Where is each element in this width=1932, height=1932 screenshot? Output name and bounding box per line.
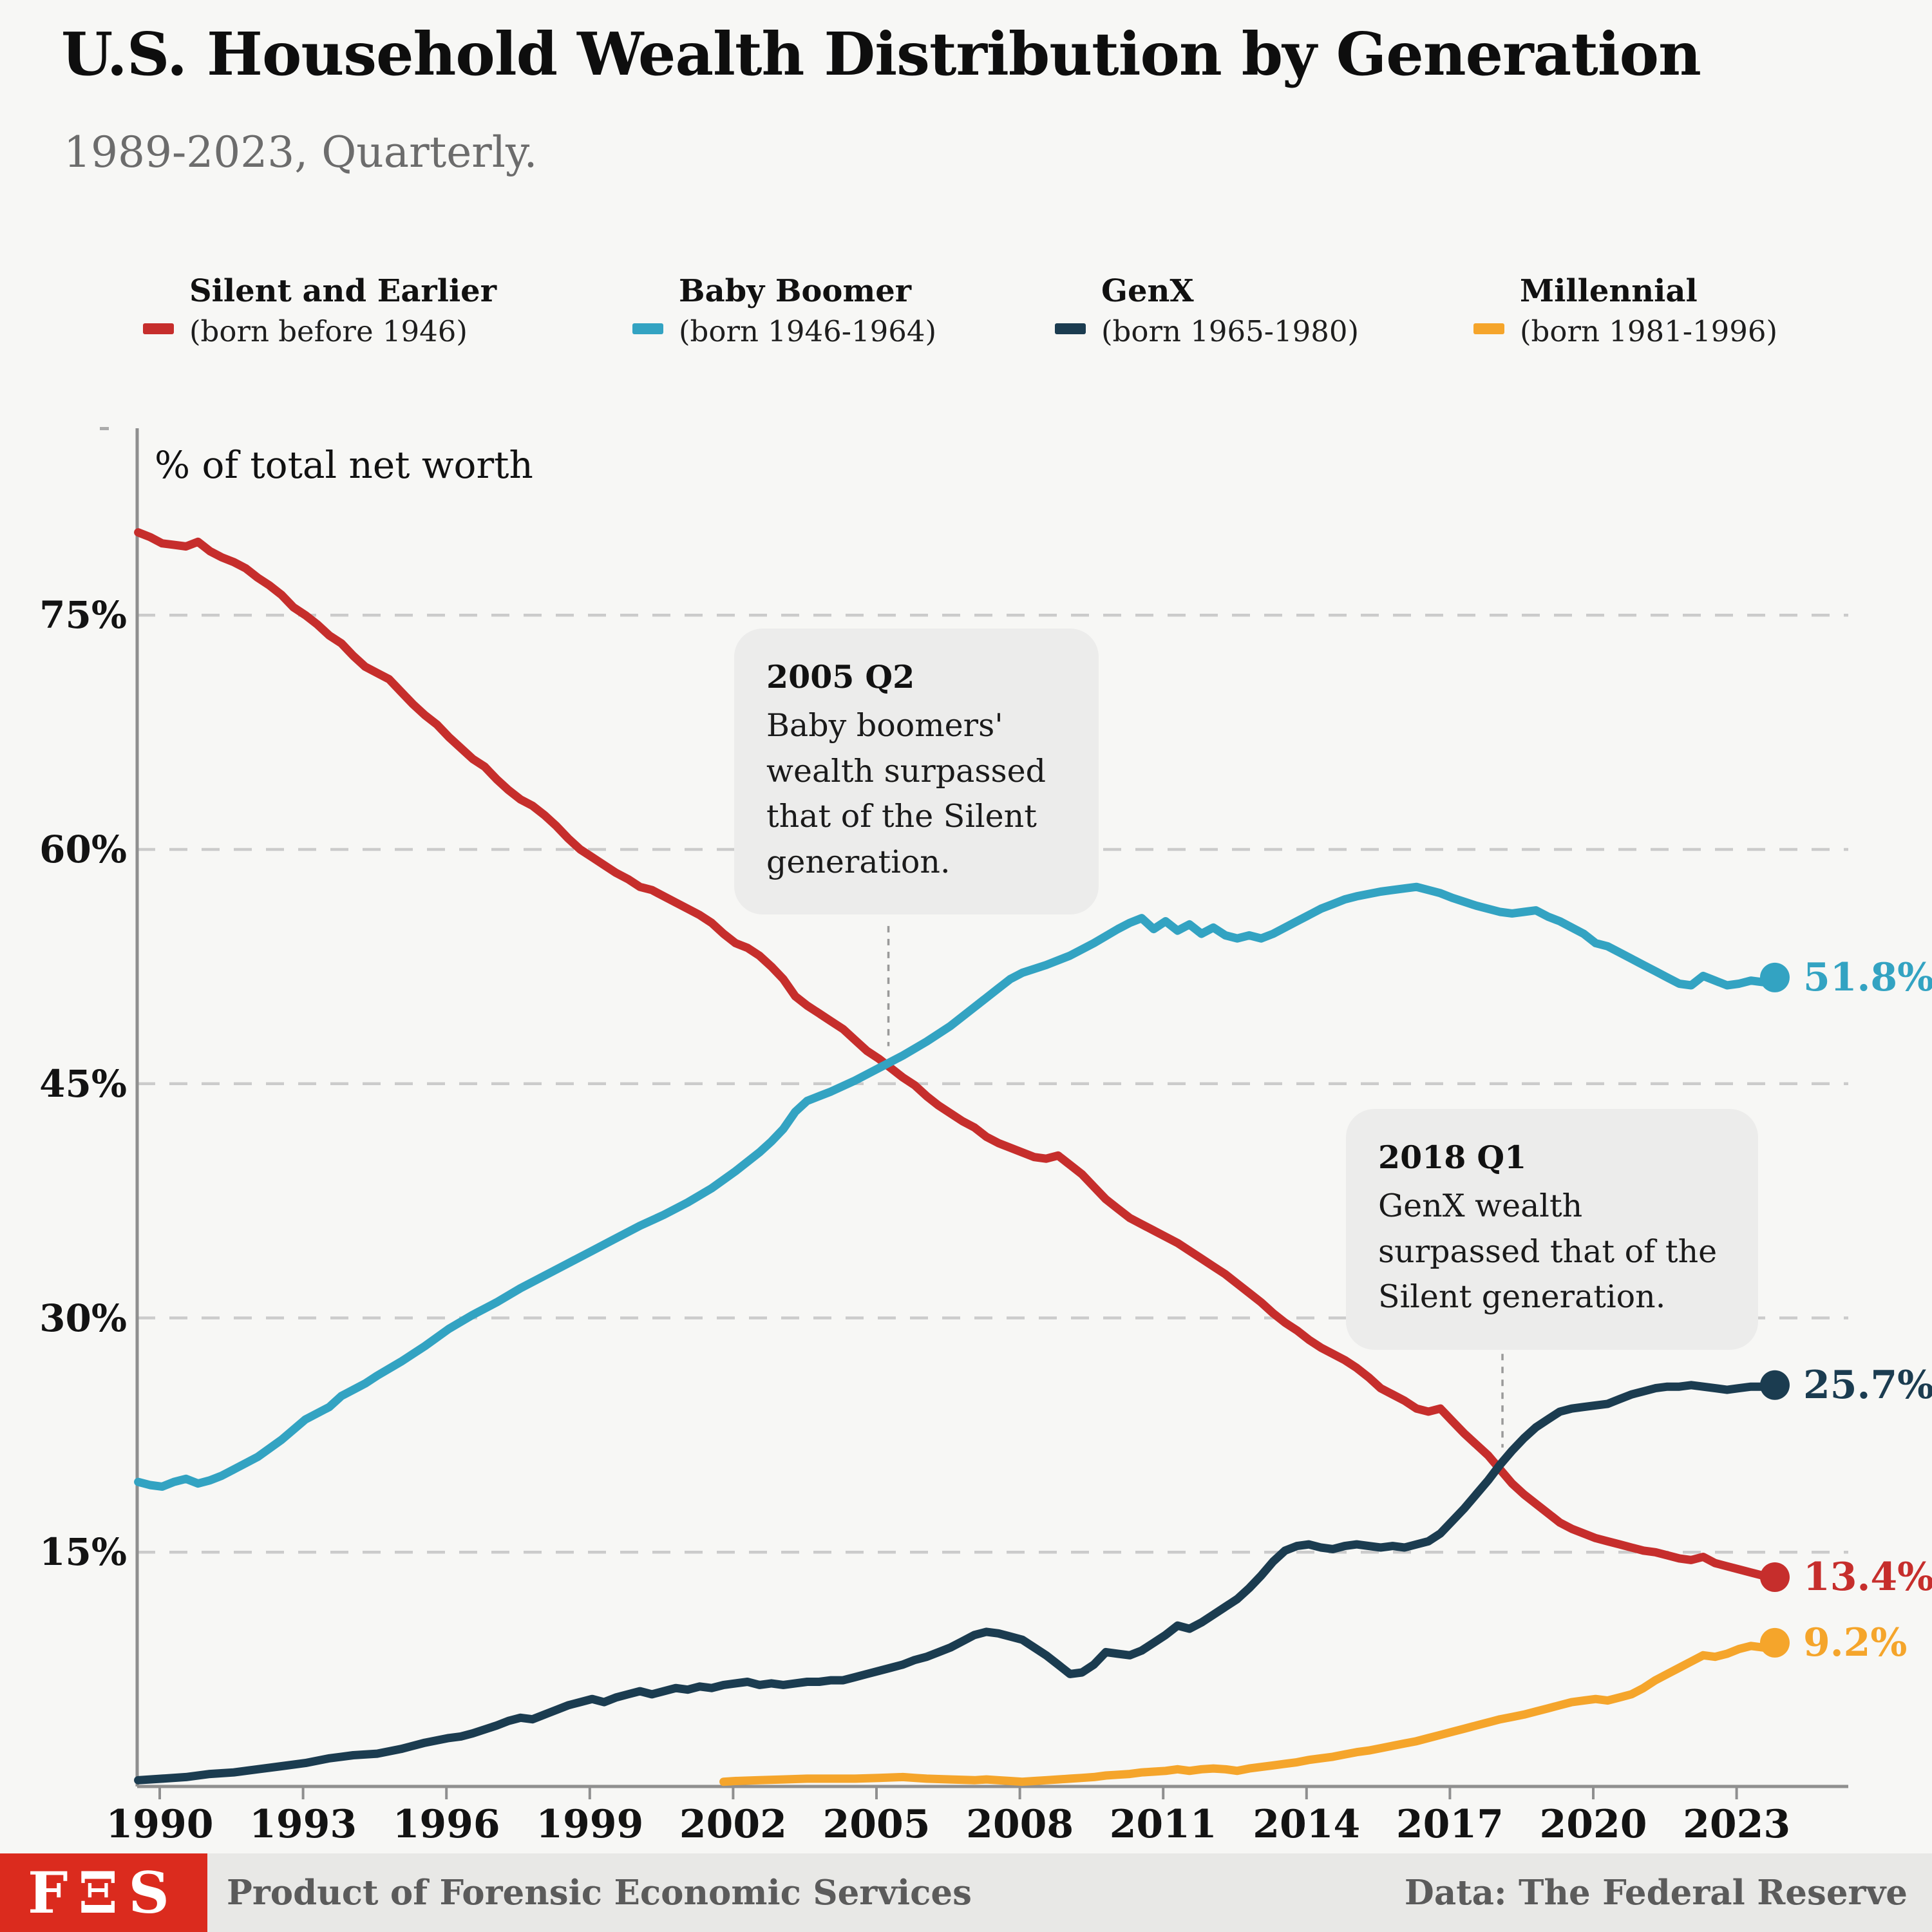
legend-item-boomer: Baby Boomer (born 1946-1964) xyxy=(632,276,936,346)
end-label-genx: 25.7% xyxy=(1803,1362,1932,1408)
y-tick-label-15: 15% xyxy=(39,1530,127,1575)
boomer-swatch-icon xyxy=(632,323,663,334)
legend-item-millennial: Millennial (born 1981-1996) xyxy=(1473,276,1777,346)
x-tick-label-2008: 2008 xyxy=(966,1802,1074,1847)
page-subtitle: 1989-2023, Quarterly. xyxy=(64,128,538,177)
legend-label: Millennial xyxy=(1520,273,1698,309)
x-tick-label-2002: 2002 xyxy=(679,1802,787,1847)
legend-sublabel: (born before 1946) xyxy=(189,314,468,348)
annotation-body: GenX wealth surpassed that of the Silent… xyxy=(1378,1188,1718,1316)
legend-item-genx: GenX (born 1965-1980) xyxy=(1055,276,1359,346)
footer-bar: FΞS Product of Forensic Economic Service… xyxy=(0,1853,1932,1932)
y-axis-top-tick xyxy=(100,427,109,430)
x-tick-label-2017: 2017 xyxy=(1396,1802,1504,1847)
series-line-millennial xyxy=(719,1638,1779,1786)
millennial-swatch-icon xyxy=(1473,323,1504,334)
end-label-baby-boomer: 51.8% xyxy=(1803,954,1932,1000)
end-dot-silent-and-earlier xyxy=(1759,1562,1790,1593)
legend-label: Silent and Earlier xyxy=(189,273,497,309)
footer-credit: Product of Forensic Economic Services xyxy=(227,1873,972,1913)
y-tick-label-30: 30% xyxy=(39,1296,127,1340)
y-tick-label-45: 45% xyxy=(39,1061,127,1106)
fes-logo: FΞS xyxy=(0,1853,207,1932)
series-line-baby-boomer xyxy=(134,882,1779,1491)
legend-label: Baby Boomer xyxy=(679,273,912,309)
footer-data-source: Data: The Federal Reserve xyxy=(1404,1873,1908,1913)
page-title: U.S. Household Wealth Distribution by Ge… xyxy=(61,19,1701,89)
legend-item-silent: Silent and Earlier (born before 1946) xyxy=(143,276,497,346)
end-dot-baby-boomer xyxy=(1759,962,1790,992)
x-tick-label-1996: 1996 xyxy=(392,1802,500,1847)
x-tick-label-2023: 2023 xyxy=(1683,1802,1791,1847)
end-label-millennial: 9.2% xyxy=(1803,1620,1908,1665)
y-tick-label-60: 60% xyxy=(39,828,127,871)
end-dot-genx xyxy=(1759,1370,1790,1400)
x-tick-label-1990: 1990 xyxy=(106,1802,214,1847)
series-line-genx xyxy=(134,1381,1779,1785)
y-tick-label-75: 75% xyxy=(39,593,127,638)
legend-sublabel: (born 1965-1980) xyxy=(1101,314,1359,348)
annotation-body: Baby boomers' wealth surpassed that of t… xyxy=(766,707,1046,880)
series-line-silent-and-earlier xyxy=(134,528,1779,1582)
legend-label: GenX xyxy=(1101,273,1194,309)
annotation-title: 2005 Q2 xyxy=(766,658,915,696)
annotation-2005-q2: 2005 Q2 Baby boomers' wealth surpassed t… xyxy=(734,629,1099,915)
silent-swatch-icon xyxy=(143,323,174,334)
annotation-title: 2018 Q1 xyxy=(1378,1139,1527,1176)
legend-sublabel: (born 1946-1964) xyxy=(679,314,937,348)
x-tick-label-1999: 1999 xyxy=(536,1802,644,1847)
end-label-silent-and-earlier: 13.4% xyxy=(1803,1555,1932,1600)
x-tick-label-2011: 2011 xyxy=(1109,1802,1217,1847)
x-tick-label-2005: 2005 xyxy=(822,1802,931,1847)
x-tick-label-1993: 1993 xyxy=(249,1802,357,1847)
x-tick-label-2020: 2020 xyxy=(1539,1802,1647,1847)
y-axis-title: % of total net worth xyxy=(155,443,533,487)
annotation-2018-q1: 2018 Q1 GenX wealth surpassed that of th… xyxy=(1346,1109,1758,1350)
legend-sublabel: (born 1981-1996) xyxy=(1520,314,1778,348)
x-tick-label-2014: 2014 xyxy=(1253,1802,1361,1847)
genx-swatch-icon xyxy=(1055,323,1086,334)
end-dot-millennial xyxy=(1759,1627,1790,1658)
